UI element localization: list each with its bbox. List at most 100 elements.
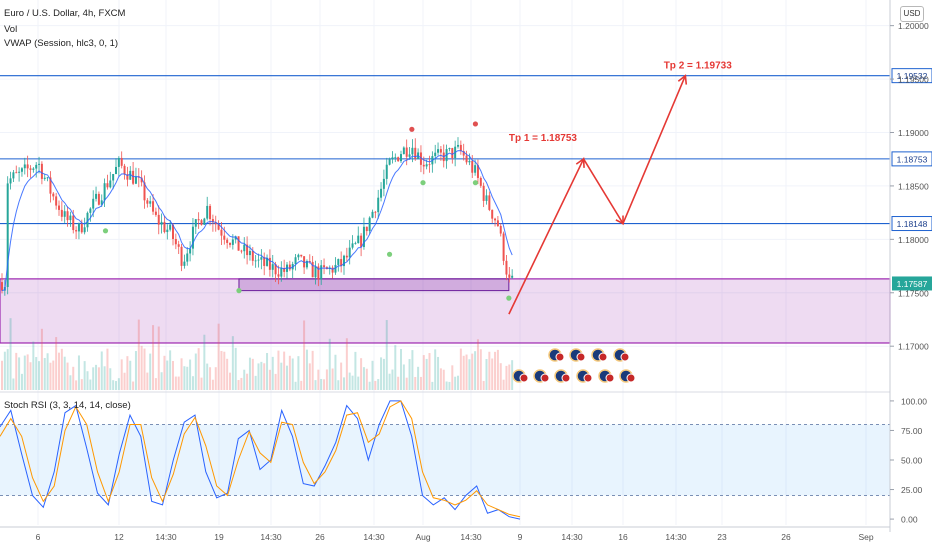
candle-body [377, 197, 380, 213]
volume-bar [72, 366, 75, 390]
volume-bar [274, 373, 277, 390]
vol-indicator-label[interactable]: Vol [4, 24, 18, 35]
volume-bar [357, 376, 360, 390]
vwap-indicator-label[interactable]: VWAP (Session, hlc3, 0, 1) [4, 38, 119, 49]
horizontal-levels[interactable]: 1.19532 1.18753 1.18148 [0, 68, 932, 232]
stoch-tick-label: 25.00 [901, 485, 923, 495]
candle-body [52, 193, 55, 197]
stoch-series-line [0, 400, 521, 518]
volume-bar [286, 365, 288, 390]
candle-body [35, 164, 38, 169]
candle-body [23, 164, 26, 169]
candle-body [388, 159, 391, 165]
flag-us-icon [576, 352, 586, 362]
time-tick-label: 12 [114, 532, 124, 542]
candle-body [471, 160, 474, 173]
economic-event-icon [548, 348, 565, 362]
candle-body [288, 264, 291, 270]
candle-body [323, 265, 326, 268]
candle-body [220, 229, 223, 236]
volume-bar [457, 375, 459, 390]
volume-bar [103, 366, 106, 390]
volume-bar [80, 379, 83, 390]
volume-bar [419, 376, 422, 390]
volume-bar [283, 351, 286, 390]
candle-body [157, 214, 160, 225]
time-tick-label: 19 [214, 532, 224, 542]
stoch-rsi-label[interactable]: Stoch RSI (3, 3, 14, 14, close) [4, 400, 131, 411]
candle-body [263, 257, 266, 266]
candle-body [126, 174, 129, 180]
candle-body [160, 221, 163, 225]
price-tick-label: 1.17000 [898, 342, 929, 352]
volume-bar [46, 353, 49, 390]
volume-bar [180, 358, 183, 390]
volume-bar [345, 338, 348, 390]
candle-body [408, 154, 411, 157]
economic-event-icon [619, 369, 636, 383]
volume-bar [434, 349, 437, 390]
volume-bar [314, 380, 317, 390]
candle-body [123, 165, 126, 175]
candle-body [40, 163, 43, 179]
flag-us-icon [540, 373, 550, 383]
volume-bar [340, 362, 343, 390]
candle-body [394, 157, 397, 158]
candle-body [18, 171, 21, 173]
candle-body [462, 151, 465, 156]
candle-body [260, 257, 263, 260]
volume-bar [425, 358, 428, 390]
candle-body [248, 250, 251, 256]
price-tick-label: 1.19500 [898, 75, 929, 85]
volume-bar [414, 376, 417, 390]
volume-bar [106, 348, 109, 390]
candle-body [177, 244, 180, 247]
currency-selector[interactable]: USD [900, 6, 924, 22]
candle-body [254, 260, 257, 262]
candle-body [479, 177, 482, 186]
flag-us-icon [561, 373, 571, 383]
volume-bar [23, 355, 26, 390]
candle-body [391, 157, 394, 160]
candle-body [305, 260, 308, 268]
volume-bar [217, 323, 220, 390]
volume-bar [343, 377, 345, 390]
projection-arrowhead [615, 215, 624, 225]
time-axis[interactable]: 6 12 14:30 19 14:30 26 14:30 Aug 14:30 9 14:30 16 14… [0, 526, 890, 542]
volume-bar [437, 356, 440, 390]
symbol-title[interactable]: Euro / U.S. Dollar, 4h, FXCM [4, 8, 126, 19]
volume-bar [408, 359, 411, 390]
candle-body [63, 211, 66, 217]
volume-bar [203, 334, 206, 390]
price-axis[interactable]: 1.20000 1.19500 1.19000 1.18500 1.18000 1.175… [889, 0, 932, 532]
candle-body [402, 147, 405, 155]
volume-bar [405, 377, 408, 390]
candle-body [400, 154, 402, 162]
volume-bar [209, 367, 212, 390]
volume-bar [439, 368, 442, 390]
projection-path[interactable]: Tp 1 = 1.18753 Tp 2 = 1.19733 [508, 60, 732, 315]
candle-body [38, 163, 41, 165]
candle-body [380, 188, 383, 198]
candle-body [382, 178, 385, 189]
candle-body [303, 256, 306, 268]
candle-body [58, 205, 60, 210]
candle-body [459, 144, 462, 152]
candle-body [425, 164, 428, 167]
candle-body [214, 222, 217, 225]
candle-body [92, 198, 95, 209]
candle-body [317, 266, 320, 280]
candle-body [200, 220, 203, 225]
economic-event-icons[interactable] [512, 348, 636, 383]
volume-bar [137, 319, 140, 390]
candle-body [314, 266, 317, 278]
volume-bar [325, 369, 328, 390]
stoch-tick-label: 75.00 [901, 426, 923, 436]
volume-bar [454, 376, 457, 390]
volume-bar [95, 364, 98, 390]
candle-body [9, 178, 12, 184]
volume-bar [211, 379, 214, 390]
volume-bar [385, 320, 388, 390]
